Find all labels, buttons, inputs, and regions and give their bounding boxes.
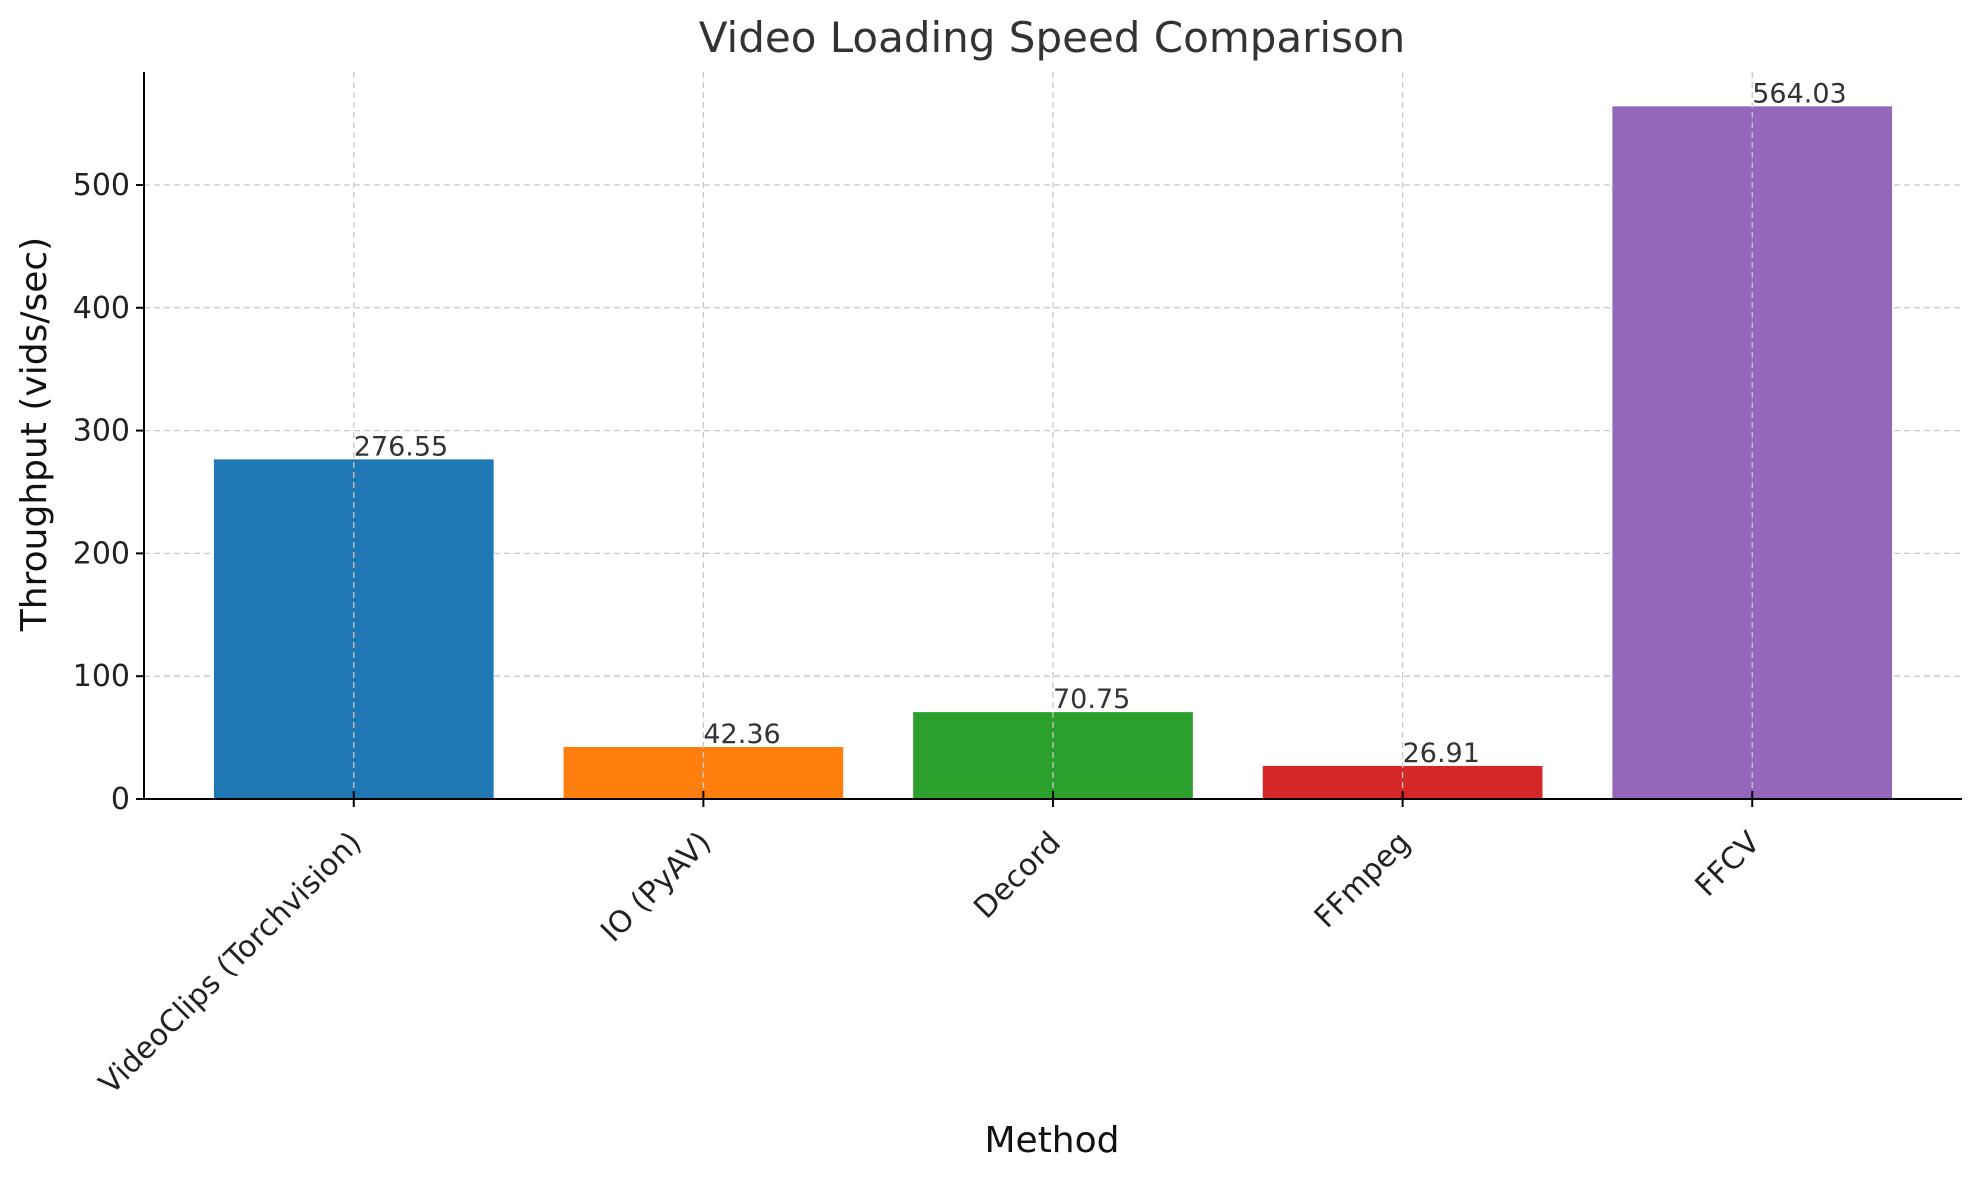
x-axis-title: Method — [984, 1120, 1119, 1161]
bar-videoclips-torchvision — [213, 459, 494, 799]
x-tick-label: Decord — [967, 825, 1068, 926]
y-tick-label: 500 — [73, 168, 130, 203]
y-axis-title: Throughput (vids/sec) — [14, 237, 55, 632]
x-tick-label: IO (PyAV) — [594, 825, 718, 949]
data-label: 70.75 — [1053, 684, 1130, 715]
data-label: 564.03 — [1752, 78, 1846, 109]
chart-title: Video Loading Speed Comparison — [699, 13, 1406, 62]
y-tick-label: 200 — [73, 536, 130, 571]
x-tick-label: FFCV — [1689, 825, 1768, 904]
y-tick-label: 300 — [73, 414, 130, 449]
data-label: 26.91 — [1403, 738, 1480, 769]
y-tick-label: 0 — [111, 782, 130, 817]
axes-layer — [136, 72, 1962, 807]
y-tick-label: 100 — [73, 659, 130, 694]
y-tick-label: 400 — [73, 291, 130, 326]
data-label: 42.36 — [703, 719, 780, 750]
data-label: 276.55 — [354, 431, 448, 462]
vertical-grid-layer — [353, 72, 1753, 799]
x-tick-label: VideoClips (Torchvision) — [93, 825, 369, 1101]
x-tick-label: FFmpeg — [1308, 825, 1418, 935]
